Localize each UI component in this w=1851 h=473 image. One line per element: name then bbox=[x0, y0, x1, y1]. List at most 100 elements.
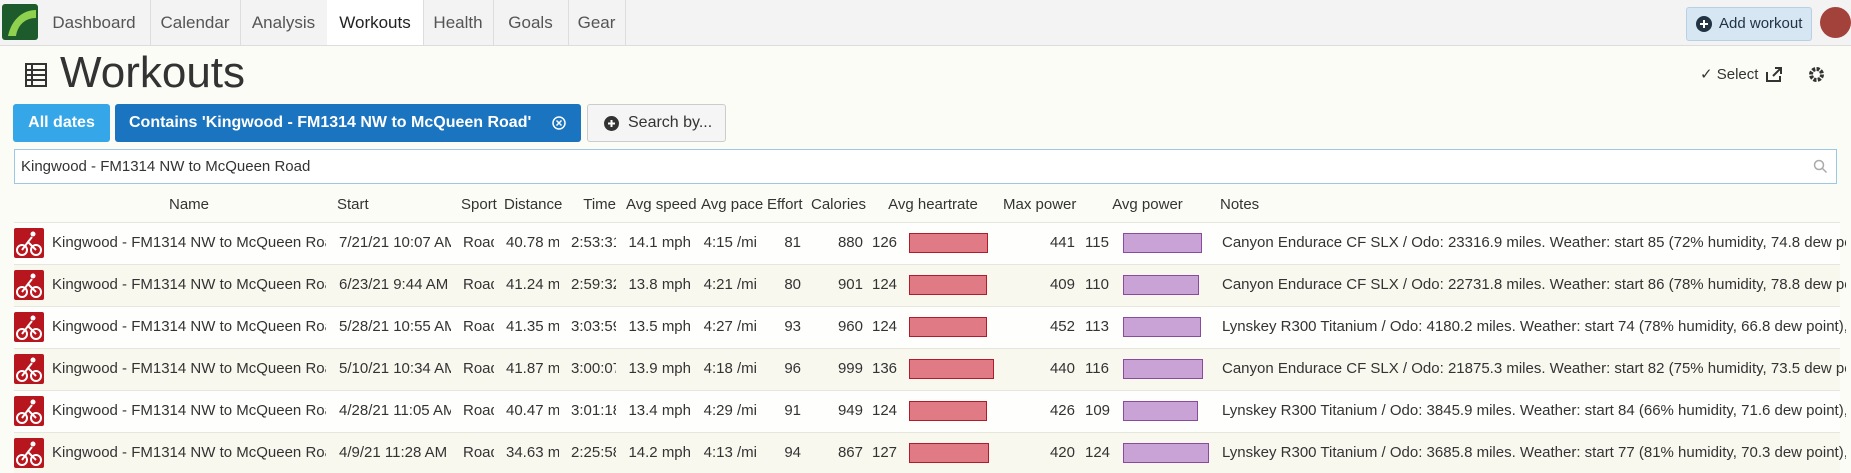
nav-tab[interactable]: Gear bbox=[568, 0, 626, 45]
column-header[interactable]: Distance bbox=[504, 196, 563, 213]
cell-max-power: 409 bbox=[1049, 276, 1075, 293]
cell-name: Kingwood - FM1314 NW to McQueen Road bbox=[52, 444, 326, 461]
cell-distance: 34.63 mi bbox=[506, 444, 559, 461]
search-by-label: Search by... bbox=[628, 114, 713, 131]
cell-max-power: 452 bbox=[1049, 318, 1075, 335]
contains-label: Contains 'Kingwood - FM1314 NW to McQuee… bbox=[129, 114, 532, 131]
column-header[interactable]: Notes bbox=[1220, 196, 1260, 213]
cell-avg-power: 116 bbox=[1085, 360, 1109, 377]
cell-sport: Road bbox=[463, 276, 494, 293]
cell-calories: 867 bbox=[837, 444, 863, 461]
add-workout-label: Add workout bbox=[1719, 15, 1803, 32]
search-by-button[interactable]: Search by... bbox=[587, 104, 726, 142]
cell-avg-speed: 13.9 mph bbox=[628, 360, 691, 377]
select-label: Select bbox=[1716, 66, 1759, 83]
cell-notes: Lynskey R300 Titanium / Odo: 3685.8 mile… bbox=[1222, 444, 1846, 461]
cell-distance: 40.78 mi bbox=[506, 234, 559, 251]
search-input[interactable]: Kingwood - FM1314 NW to McQueen Road bbox=[14, 149, 1837, 184]
avatar[interactable] bbox=[1820, 7, 1851, 38]
sport-icon bbox=[14, 228, 44, 258]
cell-sport: Road bbox=[463, 234, 494, 251]
cell-avg-speed: 13.5 mph bbox=[628, 318, 691, 335]
cell-avg-heartrate: 124 bbox=[872, 318, 898, 335]
cell-avg-speed: 14.2 mph bbox=[628, 444, 691, 461]
column-header[interactable]: Avg speed bbox=[626, 196, 697, 213]
column-header[interactable]: Max power bbox=[1003, 196, 1077, 213]
cell-start: 4/28/21 11:05 AM bbox=[339, 402, 451, 419]
cell-start: 5/10/21 10:34 AM bbox=[339, 360, 451, 377]
cell-time: 3:00:07 bbox=[571, 360, 616, 377]
column-header[interactable]: Start bbox=[337, 196, 369, 213]
cell-sport: Road bbox=[463, 360, 494, 377]
cell-time: 3:03:59 bbox=[571, 318, 616, 335]
cell-name: Kingwood - FM1314 NW to McQueen Road bbox=[52, 276, 326, 293]
column-header[interactable]: Avg heartrate bbox=[888, 196, 978, 213]
settings-button[interactable] bbox=[1808, 66, 1825, 83]
cell-max-power: 441 bbox=[1049, 234, 1075, 251]
cell-notes: Lynskey R300 Titanium / Odo: 3845.9 mile… bbox=[1222, 402, 1846, 419]
cell-avg-speed: 14.1 mph bbox=[628, 234, 691, 251]
cell-start: 6/23/21 9:44 AM bbox=[339, 276, 449, 293]
cell-notes: Canyon Endurace CF SLX / Odo: 22731.8 mi… bbox=[1222, 276, 1846, 293]
cell-start: 4/9/21 11:28 AM bbox=[339, 444, 448, 461]
cell-name: Kingwood - FM1314 NW to McQueen Road bbox=[52, 318, 326, 335]
power-bar bbox=[1123, 401, 1199, 421]
cell-effort: 91 bbox=[784, 402, 801, 419]
heartrate-bar bbox=[909, 443, 989, 463]
power-bar bbox=[1123, 317, 1201, 337]
nav-tab[interactable]: Calendar bbox=[150, 0, 241, 45]
all-dates-button[interactable]: All dates bbox=[13, 104, 110, 142]
sport-icon bbox=[14, 396, 44, 426]
cell-name: Kingwood - FM1314 NW to McQueen Road bbox=[52, 402, 326, 419]
cell-max-power: 420 bbox=[1049, 444, 1075, 461]
column-header[interactable]: Time bbox=[583, 196, 616, 213]
cell-effort: 94 bbox=[784, 444, 801, 461]
logo[interactable] bbox=[2, 4, 38, 40]
cell-avg-speed: 13.4 mph bbox=[628, 402, 691, 419]
cell-calories: 960 bbox=[837, 318, 863, 335]
cell-avg-pace: 4:18 /mi bbox=[703, 360, 757, 377]
share-button[interactable] bbox=[1765, 66, 1783, 82]
column-header[interactable]: Name bbox=[168, 196, 209, 213]
cell-avg-power: 124 bbox=[1085, 444, 1111, 461]
cell-calories: 880 bbox=[837, 234, 863, 251]
cell-effort: 93 bbox=[784, 318, 801, 335]
cell-sport: Road bbox=[463, 318, 494, 335]
page-title: Workouts bbox=[60, 48, 246, 97]
nav-tab[interactable]: Goals bbox=[493, 0, 569, 45]
cell-avg-power: 109 bbox=[1085, 402, 1111, 419]
column-header[interactable]: Avg power bbox=[1112, 196, 1183, 213]
cell-time: 3:01:18 bbox=[571, 402, 616, 419]
add-workout-button[interactable]: Add workout bbox=[1686, 7, 1812, 41]
nav-tab[interactable]: Dashboard bbox=[38, 0, 151, 45]
cell-distance: 41.87 mi bbox=[506, 360, 559, 377]
select-button[interactable]: ✓ Select bbox=[1700, 66, 1759, 83]
sport-icon bbox=[14, 312, 44, 342]
column-header[interactable]: Calories bbox=[811, 196, 867, 213]
cell-notes: Lynskey R300 Titanium / Odo: 4180.2 mile… bbox=[1222, 318, 1846, 335]
cell-time: 2:53:31 bbox=[571, 234, 616, 251]
nav-bar: Dashboard Calendar Analysis Workouts Health G… bbox=[0, 0, 1851, 46]
contains-filter[interactable]: Contains 'Kingwood - FM1314 NW to McQuee… bbox=[115, 104, 581, 142]
cell-time: 2:25:58 bbox=[571, 444, 616, 461]
column-header[interactable]: Effort bbox=[767, 196, 803, 213]
cell-name: Kingwood - FM1314 NW to McQueen Road bbox=[52, 234, 326, 251]
cell-notes: Canyon Endurace CF SLX / Odo: 21875.3 mi… bbox=[1222, 360, 1846, 377]
cell-avg-power: 115 bbox=[1085, 234, 1109, 251]
column-header[interactable]: Sport bbox=[461, 196, 497, 213]
cell-effort: 80 bbox=[784, 276, 801, 293]
nav-tab[interactable]: Workouts bbox=[327, 0, 424, 45]
cell-avg-heartrate: 126 bbox=[872, 234, 898, 251]
cell-calories: 999 bbox=[837, 360, 863, 377]
cell-sport: Road bbox=[463, 444, 494, 461]
nav-tab[interactable]: Analysis bbox=[240, 0, 328, 45]
power-bar bbox=[1123, 233, 1203, 253]
nav-tab[interactable]: Health bbox=[423, 0, 494, 45]
cell-max-power: 426 bbox=[1049, 402, 1075, 419]
search-value: Kingwood - FM1314 NW to McQueen Road bbox=[21, 158, 311, 175]
power-bar bbox=[1123, 359, 1204, 379]
cell-effort: 96 bbox=[784, 360, 801, 377]
column-header[interactable]: Avg pace bbox=[701, 196, 764, 213]
cell-calories: 949 bbox=[837, 402, 863, 419]
